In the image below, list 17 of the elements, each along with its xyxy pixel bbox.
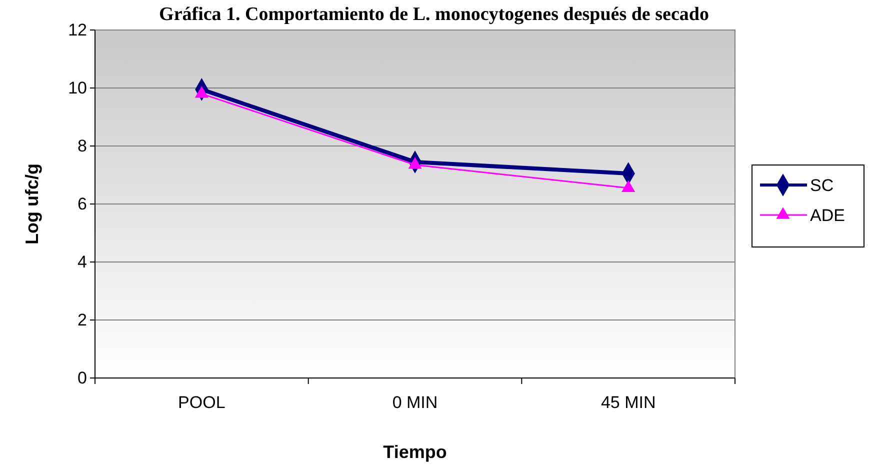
y-tick-label: 8 [78,136,87,156]
x-axis-title: Tiempo [383,442,447,462]
x-tick-label: POOL [178,393,226,412]
y-axis-title: Log ufc/g [22,164,42,244]
x-tick-label: 0 MIN [392,393,438,412]
y-tick-label: 6 [78,194,87,214]
legend-label: ADE [810,206,845,225]
y-tick-label: 10 [68,78,87,98]
y-tick-label: 4 [78,252,87,272]
y-tick-label: 2 [78,310,87,330]
legend-label: SC [810,176,834,195]
x-tick-label: 45 MIN [600,393,656,412]
point [622,180,636,192]
y-tick-label: 0 [78,368,87,388]
y-tick-label: 12 [68,20,87,40]
point [408,157,422,169]
chart-title: Gráfica 1. Comportamiento de L. monocytogenes después de secado [159,4,709,25]
